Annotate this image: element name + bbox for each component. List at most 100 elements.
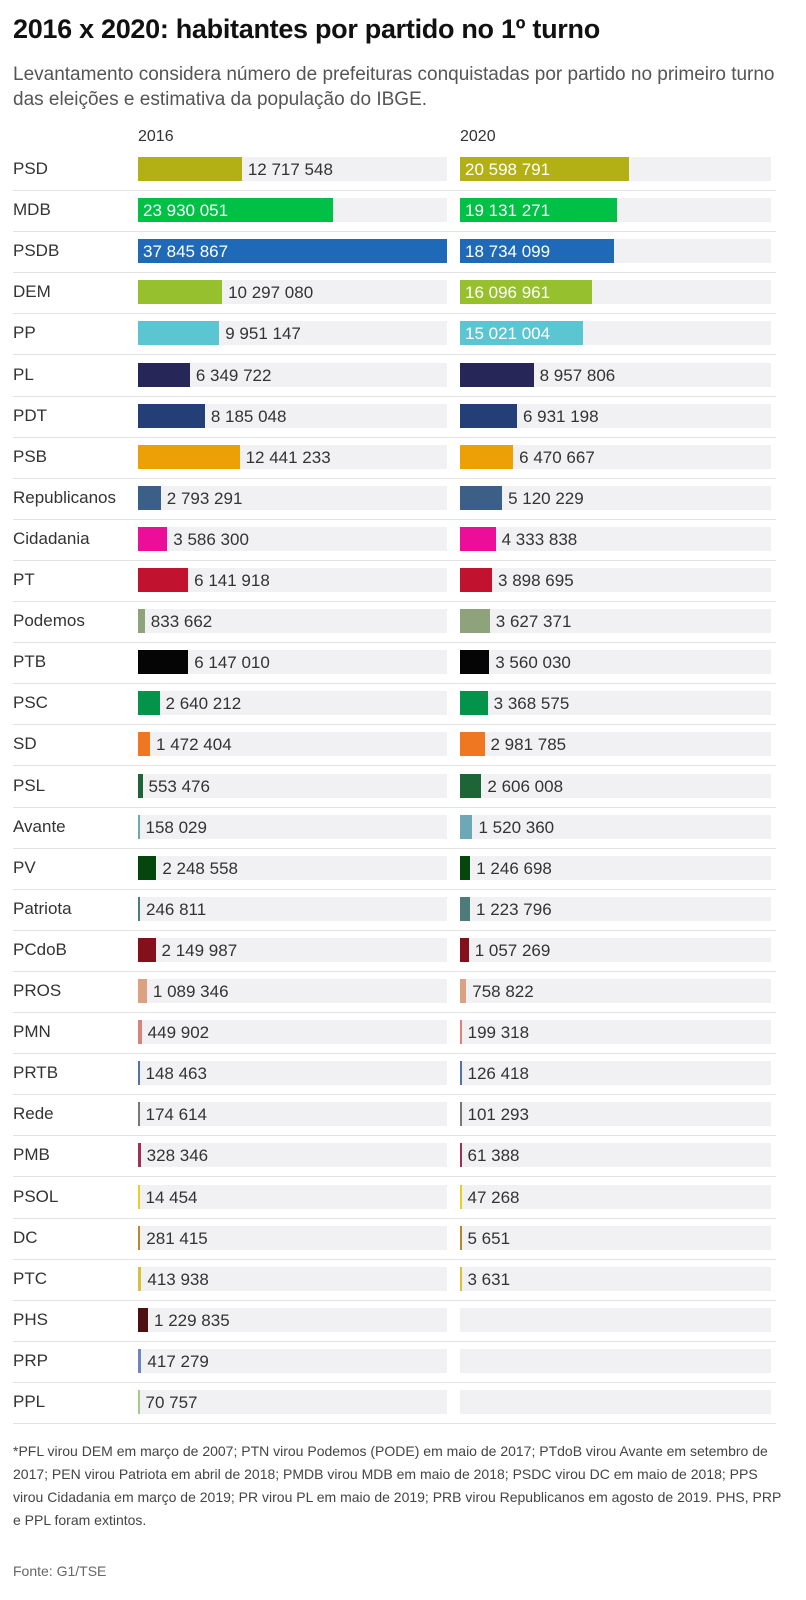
- chart-title: 2016 x 2020: habitantes por partido no 1…: [13, 14, 600, 44]
- value-label-2020: 3 898 695: [498, 571, 574, 590]
- value-label-2016: 23 930 051: [143, 201, 229, 221]
- value-label-2020: 61 388: [467, 1146, 520, 1166]
- bar-track-2020: 16 096 961: [460, 280, 771, 305]
- bar-2016: [138, 732, 151, 757]
- bar-2020: [460, 1266, 462, 1291]
- bar-2020: [460, 1225, 462, 1250]
- value-label-2016: 417 279: [147, 1351, 209, 1371]
- bar-2016: [138, 321, 220, 346]
- bar-track-2016: 2 149 987: [138, 937, 447, 962]
- value-label-2016: 37 845 867: [143, 242, 229, 262]
- bar-track-2020: 5 651: [460, 1225, 771, 1250]
- value-label-2020: 3 627 371: [495, 612, 572, 632]
- value-label-2016: 3 586 300: [173, 529, 249, 549]
- party-row: PL 6 349 722 8 957 806: [13, 356, 776, 397]
- bar-2016: [138, 1020, 142, 1045]
- bar-track-2020: 3 631: [460, 1266, 771, 1291]
- bar-2016: [138, 403, 205, 428]
- party-row: PCdoB 2 149 987 1 057 269: [13, 931, 776, 972]
- value-label-2020: 5 120 229: [508, 488, 584, 508]
- bar-2016: [138, 1307, 149, 1332]
- party-label: Patriota: [13, 898, 72, 918]
- bar-track-2020: 3 898 695: [460, 568, 771, 592]
- party-row: PSD 12 717 548 20 598 791: [13, 150, 776, 191]
- party-row: DC 281 415 5 651: [13, 1219, 776, 1260]
- bar-2016: [138, 280, 223, 305]
- bar-track-2020: 20 598 791: [460, 157, 771, 181]
- bar-track-2020: [460, 1307, 771, 1332]
- party-row: Patriota 246 811 1 223 796: [13, 890, 776, 931]
- bar-2016: [138, 1390, 140, 1414]
- bar-track-2020: 199 318: [460, 1020, 771, 1045]
- value-label-2020: 5 651: [467, 1228, 511, 1248]
- party-label: DEM: [13, 282, 51, 302]
- value-label-2016: 2 640 212: [165, 694, 242, 714]
- bar-track-2016: 14 454: [138, 1184, 447, 1209]
- value-label-2016: 833 662: [150, 612, 213, 632]
- bar-2020: [460, 1102, 462, 1127]
- bar-2016: [138, 1102, 140, 1127]
- bar-2016: [138, 937, 156, 962]
- bar-2016: [138, 568, 189, 592]
- party-label: PT: [13, 570, 35, 589]
- bar-2016: [138, 1184, 140, 1209]
- value-label-2016: 6 349 722: [195, 365, 272, 385]
- party-row: DEM 10 297 080 16 096 961: [13, 273, 776, 315]
- party-label: PMN: [13, 1022, 51, 1042]
- bar-track-2016: 413 938: [138, 1266, 447, 1291]
- bar-track-2020: 18 734 099: [460, 239, 771, 264]
- value-label-2016: 413 938: [147, 1269, 209, 1289]
- party-label: PTB: [13, 652, 47, 672]
- bar-2020: [460, 814, 473, 839]
- party-label: Podemos: [13, 611, 85, 631]
- bar-2016: [138, 691, 160, 716]
- bar-2020: [460, 157, 630, 181]
- bar-track-2020: 1 246 698: [460, 855, 771, 880]
- bar-track-2020: [460, 1348, 771, 1373]
- chart-subtitle: Levantamento considera número de prefeit…: [13, 64, 775, 110]
- value-label-2016: 2 248 558: [162, 858, 238, 878]
- bar-track-2016: 1 229 835: [138, 1307, 447, 1332]
- bar-2016: [138, 814, 140, 839]
- value-label-2016: 6 147 010: [194, 653, 270, 673]
- value-label-2020: 20 598 791: [465, 160, 551, 179]
- value-label-2020: 15 021 004: [465, 324, 551, 344]
- party-label: PSOL: [13, 1186, 59, 1206]
- bar-track-2016: 6 147 010: [138, 650, 447, 675]
- party-label: PPL: [13, 1392, 46, 1411]
- source-credit: Fonte: G1/TSE: [13, 1563, 107, 1579]
- value-label-2020: 6 470 667: [519, 447, 595, 467]
- value-label-2016: 70 757: [145, 1393, 198, 1412]
- value-label-2020: 4 333 838: [501, 529, 578, 549]
- bar-track-2016: 2 793 291: [138, 485, 447, 510]
- value-label-2016: 12 717 548: [247, 160, 333, 179]
- bar-track-2016: 37 845 867: [138, 239, 447, 264]
- bar-track-2020: 6 931 198: [460, 403, 771, 428]
- bar-track-2020: 758 822: [460, 979, 771, 1003]
- party-label: PP: [13, 323, 36, 343]
- bar-track-2016: 246 811: [138, 896, 447, 921]
- party-label: PHS: [13, 1309, 48, 1329]
- bar-track-2020: 1 520 360: [460, 814, 771, 839]
- party-row: PRTB 148 463 126 418: [13, 1054, 776, 1096]
- footnote: *PFL virou DEM em março de 2007; PTN vir…: [13, 1443, 782, 1528]
- value-label-2020: 126 418: [467, 1064, 529, 1084]
- party-label: PRP: [13, 1350, 48, 1370]
- bar-2020: [460, 239, 614, 264]
- value-label-2016: 553 476: [148, 776, 210, 796]
- bar-track-2016: 23 930 051: [138, 198, 447, 223]
- bar-2016: [138, 609, 145, 634]
- value-label-2020: 19 131 271: [465, 201, 551, 221]
- bar-2020: [460, 444, 514, 469]
- bar-track-2016: 6 141 918: [138, 568, 447, 592]
- party-label: Cidadania: [13, 528, 90, 548]
- bar-2016: [138, 444, 240, 469]
- value-label-2016: 281 415: [146, 1228, 208, 1248]
- bar-track-2016: 1 472 404: [138, 732, 447, 757]
- value-label-2020: 1 520 360: [478, 817, 555, 837]
- value-label-2020: 758 822: [472, 982, 534, 1001]
- bar-2020: [460, 896, 471, 921]
- bar-2020: [460, 321, 584, 346]
- party-row: Republicanos 2 793 291 5 120 229: [13, 479, 776, 520]
- bar-2020: [460, 485, 503, 510]
